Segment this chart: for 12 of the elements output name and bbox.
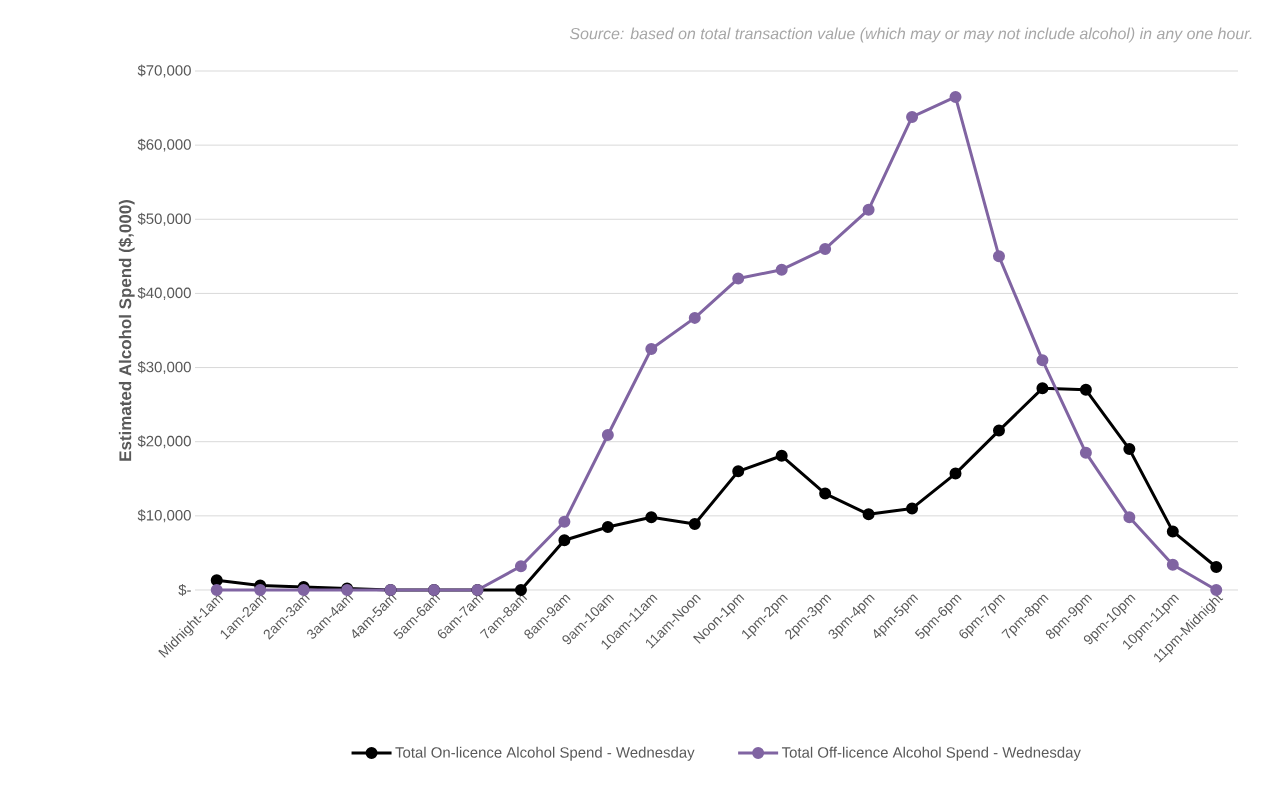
- y-tick-label: $40,000: [137, 286, 191, 300]
- legend-label: Total Off-licence Alcohol Spend - Wednesday: [781, 746, 1081, 761]
- y-tick-label: $50,000: [137, 212, 191, 226]
- y-axis-title: Estimated Alcohol Spend ($,000): [118, 200, 135, 461]
- y-tick-label: $60,000: [137, 138, 191, 152]
- y-tick-label: $20,000: [137, 435, 191, 449]
- legend-label: Total On-licence Alcohol Spend - Wednesday: [395, 746, 695, 761]
- y-tick-label: $30,000: [137, 361, 191, 375]
- y-tick-label: $-: [178, 583, 191, 597]
- y-tick-label: $10,000: [137, 509, 191, 523]
- source-note: Source: based on total transaction value (which may or may not include alcohol) in any one hour.: [569, 27, 1252, 43]
- y-tick-label: $70,000: [137, 64, 191, 78]
